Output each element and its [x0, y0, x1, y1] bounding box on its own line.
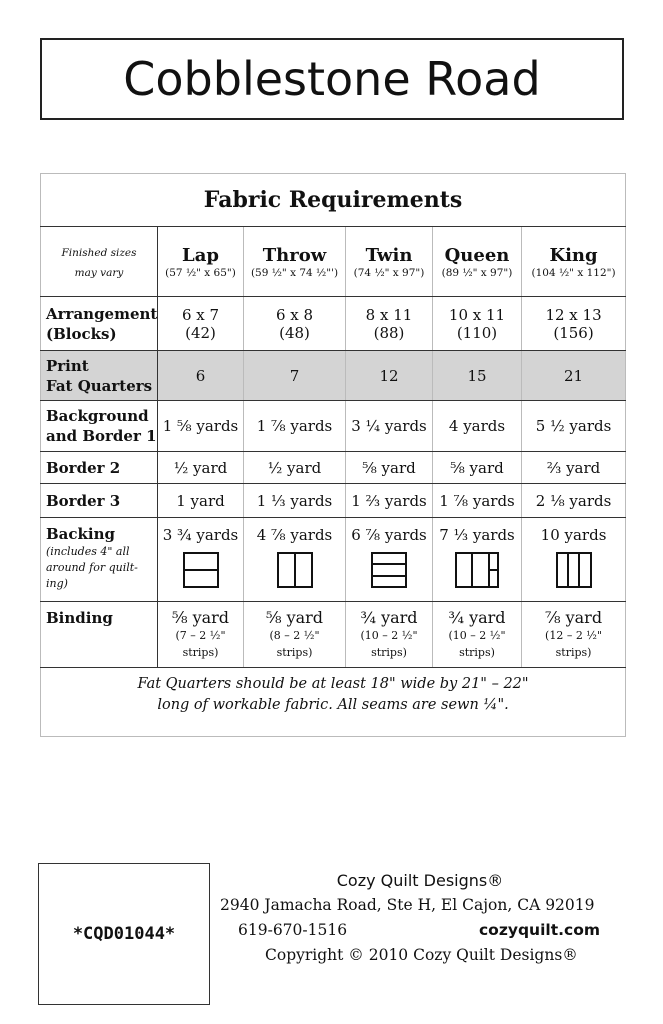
size-lap: Lap (57 ½" x 65") — [157, 226, 244, 297]
cell: 12 — [345, 350, 433, 401]
row-note: Fat Quarters should be at least 18" wide… — [39, 667, 627, 737]
cell: 1 ⅝ yards — [157, 400, 244, 452]
corner-note: Finished sizes may vary — [61, 246, 137, 279]
cell: 1 ⅞ yards — [432, 483, 522, 518]
fat-quarter-note: Fat Quarters should be at least 18" wide… — [39, 667, 627, 737]
cell: 6 x 7 (42) — [157, 296, 244, 351]
sku-box: *CQD01044* — [38, 863, 210, 1005]
cell: 1 ⅔ yards — [345, 483, 433, 518]
backing-2-vertical-diagram-icon — [276, 552, 313, 588]
cell: 5 ½ yards — [520, 400, 627, 452]
cell: 6 x 8 (48) — [243, 296, 346, 351]
size-twin: Twin (74 ½" x 97") — [345, 226, 433, 297]
copyright: Copyright © 2010 Cozy Quilt Designs® — [265, 946, 578, 964]
cell: ¾ yard (10 – 2 ½" strips) — [345, 601, 433, 668]
cell: 4 ⅞ yards — [243, 517, 346, 602]
fabric-requirements-table: Fabric Requirements Finished sizes may va… — [39, 173, 627, 737]
size-king: King (104 ½" x 112") — [520, 226, 627, 297]
row-border-3: Border 3 1 yard 1 ⅓ yards 1 ⅔ yards 1 ⅞ … — [40, 483, 627, 518]
cell: ¾ yard (10 – 2 ½" strips) — [432, 601, 522, 668]
row-binding: Binding ⅝ yard (7 – 2 ½" strips) ⅝ yard (8 … — [40, 601, 627, 668]
cell: 3 ¼ yards — [345, 400, 433, 452]
cell: 10 yards — [520, 517, 627, 602]
backing-split-panel-diagram-icon — [455, 552, 499, 588]
cell: 8 x 11 (88) — [345, 296, 433, 351]
cell: 6 ⅞ yards — [345, 517, 433, 602]
cell: 2 ⅛ yards — [520, 483, 627, 518]
backing-2-horizontal-diagram-icon — [182, 552, 219, 588]
cell: 7 ⅓ yards — [432, 517, 522, 602]
row-border-2: Border 2 ½ yard ½ yard ⅝ yard ⅝ yard ⅔ y… — [40, 451, 627, 484]
cell: ½ yard — [243, 451, 346, 484]
cell: 3 ¾ yards — [157, 517, 244, 602]
cell: ⅝ yard (8 – 2 ½" strips) — [243, 601, 346, 668]
sku-code: *CQD01044* — [72, 924, 176, 944]
address: 2940 Jamacha Road, Ste H, El Cajon, CA 9… — [220, 896, 595, 914]
company-name: Cozy Quilt Designs® — [336, 871, 504, 890]
phone: 619-670-1516 — [238, 921, 348, 939]
header-row: Finished sizes may vary Lap (57 ½" x 65") … — [40, 226, 627, 297]
row-print-fat-quarters: Print Fat Quarters 6 7 12 15 21 — [40, 350, 627, 401]
row-arrangement: Arrangement (Blocks) 6 x 7 (42) 6 x 8 (48) … — [40, 296, 627, 351]
size-throw: Throw (59 ½" x 74 ½"') — [243, 226, 346, 297]
cell: 1 yard — [157, 483, 244, 518]
cell: ⅝ yard (7 – 2 ½" strips) — [157, 601, 244, 668]
cell: 12 x 13 (156) — [520, 296, 627, 351]
cell: 6 — [157, 350, 244, 401]
cell: ⅔ yard — [520, 451, 627, 484]
pattern-title: Cobblestone Road — [123, 52, 541, 106]
cell: ⅞ yard (12 – 2 ½" strips) — [520, 601, 627, 668]
publisher-info: Cozy Quilt Designs® 2940 Jamacha Road, S… — [220, 868, 610, 968]
backing-3-vertical-diagram-icon — [555, 552, 592, 588]
size-queen: Queen (89 ½" x 97") — [432, 226, 522, 297]
cell: ⅝ yard — [432, 451, 522, 484]
table-heading: Fabric Requirements — [39, 173, 627, 227]
cell: ½ yard — [157, 451, 244, 484]
cell: 1 ⅞ yards — [243, 400, 346, 452]
cell: 10 x 11 (110) — [432, 296, 522, 351]
row-backing: Backing (includes 4" all around for quilt… — [40, 517, 627, 602]
title-box: Cobblestone Road — [40, 38, 624, 120]
cell: 21 — [520, 350, 627, 401]
row-background: Background and Border 1 1 ⅝ yards 1 ⅞ yar… — [40, 400, 627, 452]
cell: 4 yards — [432, 400, 522, 452]
cell: ⅝ yard — [345, 451, 433, 484]
cell: 7 — [243, 350, 346, 401]
website-link[interactable]: cozyquilt.com — [478, 921, 600, 939]
backing-3-horizontal-diagram-icon — [371, 552, 407, 588]
cell: 15 — [432, 350, 522, 401]
cell: 1 ⅓ yards — [243, 483, 346, 518]
